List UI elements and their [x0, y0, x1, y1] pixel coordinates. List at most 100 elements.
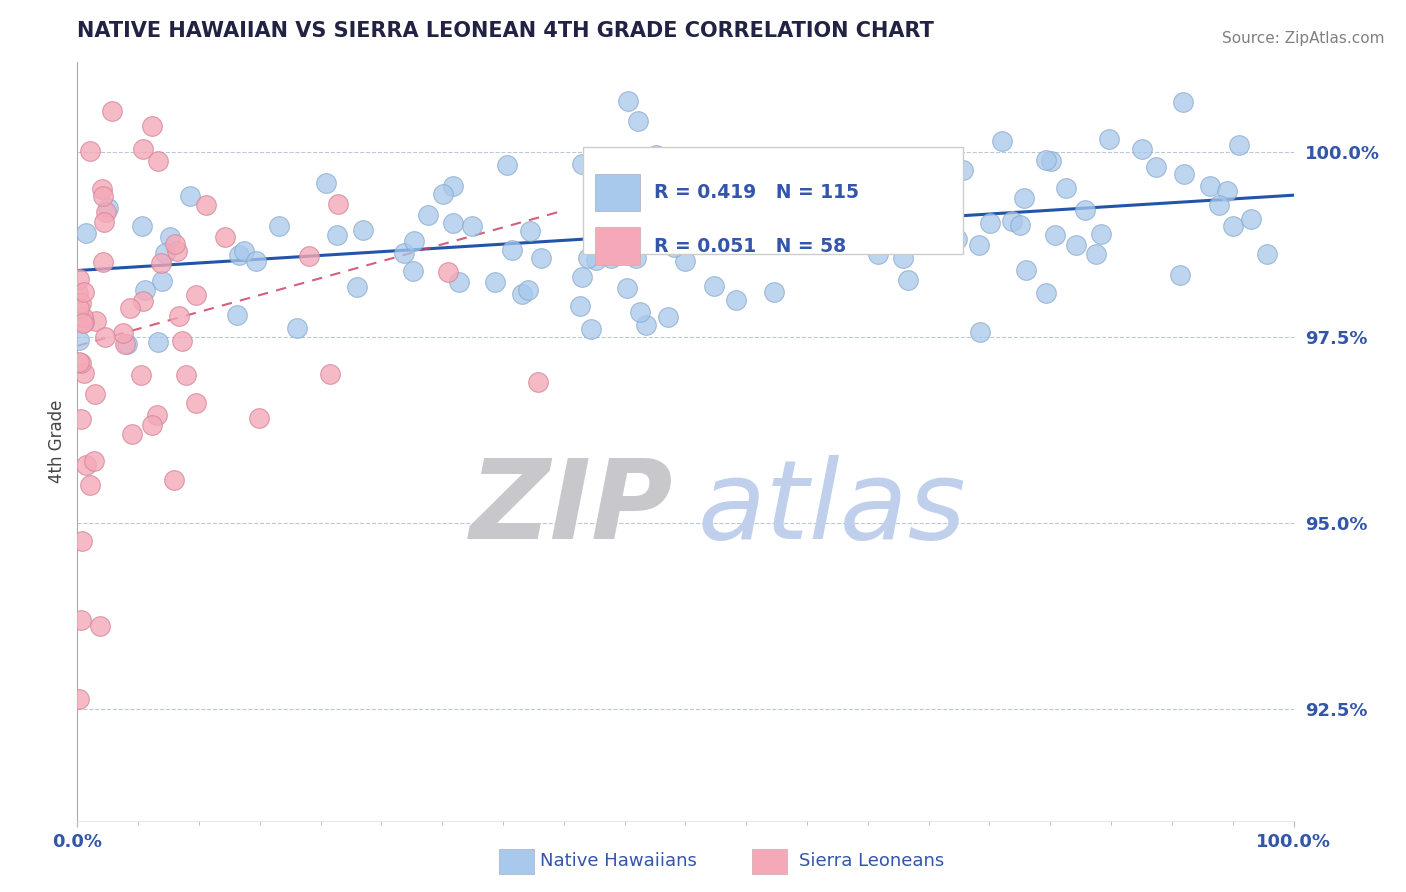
Point [83, 454, 105, 468]
Point [416, 208, 439, 222]
Point [69, 412, 91, 426]
Point [70, 613, 93, 627]
Point [647, 179, 669, 194]
Point [184, 287, 207, 301]
Point [1064, 238, 1087, 252]
Point [1008, 218, 1031, 232]
Point [73, 285, 96, 299]
Point [787, 224, 810, 238]
Point [1035, 285, 1057, 300]
Point [967, 238, 990, 252]
Point [645, 148, 668, 162]
Point [150, 274, 173, 288]
Point [1035, 153, 1057, 168]
Point [657, 310, 679, 324]
Point [893, 252, 915, 266]
Point [67, 301, 90, 315]
Point [247, 411, 270, 425]
Point [441, 216, 464, 230]
Point [880, 166, 903, 180]
Point [73, 315, 96, 329]
Point [806, 160, 828, 174]
Point [432, 187, 454, 202]
Y-axis label: 4th Grade: 4th Grade [48, 400, 66, 483]
Point [437, 265, 460, 279]
Point [664, 240, 686, 254]
Point [72, 310, 94, 325]
Text: Native Hawaiians: Native Hawaiians [540, 852, 697, 870]
Point [75, 227, 97, 241]
Point [1227, 138, 1250, 153]
Point [91, 188, 114, 202]
Point [79, 478, 101, 492]
Point [585, 253, 607, 268]
Point [510, 286, 533, 301]
Point [979, 216, 1001, 230]
Point [1208, 198, 1230, 212]
Point [131, 142, 153, 156]
Point [1240, 211, 1263, 226]
Point [461, 219, 484, 234]
Point [495, 158, 517, 172]
Point [616, 281, 638, 295]
Point [90, 182, 112, 196]
Point [79, 144, 101, 158]
Point [298, 249, 321, 263]
Point [97, 201, 120, 215]
Point [702, 194, 724, 208]
Point [70, 356, 93, 370]
Point [84, 387, 107, 401]
Point [174, 368, 197, 383]
Point [1222, 219, 1244, 234]
Point [91, 254, 114, 268]
Point [1215, 184, 1237, 198]
Point [84, 314, 107, 328]
Point [114, 337, 136, 351]
Point [673, 253, 696, 268]
Point [1001, 214, 1024, 228]
Point [519, 224, 541, 238]
Point [352, 222, 374, 236]
Point [702, 226, 724, 240]
Point [636, 318, 658, 332]
Point [586, 154, 609, 169]
Point [225, 308, 247, 322]
Point [1039, 154, 1062, 169]
Point [1130, 142, 1153, 156]
Point [579, 322, 602, 336]
Point [704, 219, 727, 233]
Point [67, 272, 90, 286]
Point [1146, 160, 1168, 174]
Point [66, 286, 89, 301]
Point [721, 211, 744, 225]
Point [969, 325, 991, 339]
Point [1171, 95, 1194, 109]
Point [938, 213, 960, 227]
Point [402, 234, 425, 248]
Point [1085, 246, 1108, 260]
Point [141, 418, 163, 433]
Point [733, 232, 755, 246]
Point [866, 156, 889, 170]
Point [132, 293, 155, 308]
Point [952, 162, 974, 177]
Point [1054, 181, 1077, 195]
Point [100, 103, 122, 118]
Point [599, 251, 621, 265]
Point [526, 375, 548, 389]
Text: ZIP: ZIP [470, 455, 673, 562]
Point [267, 219, 290, 233]
Point [159, 229, 181, 244]
Point [195, 198, 218, 212]
Point [630, 194, 652, 208]
Point [67, 691, 90, 706]
Point [153, 246, 176, 260]
Point [1098, 132, 1121, 146]
Point [1043, 227, 1066, 242]
Point [912, 181, 935, 195]
Point [163, 237, 186, 252]
Point [612, 219, 634, 234]
Point [228, 247, 250, 261]
Point [89, 619, 111, 633]
Point [146, 334, 169, 349]
